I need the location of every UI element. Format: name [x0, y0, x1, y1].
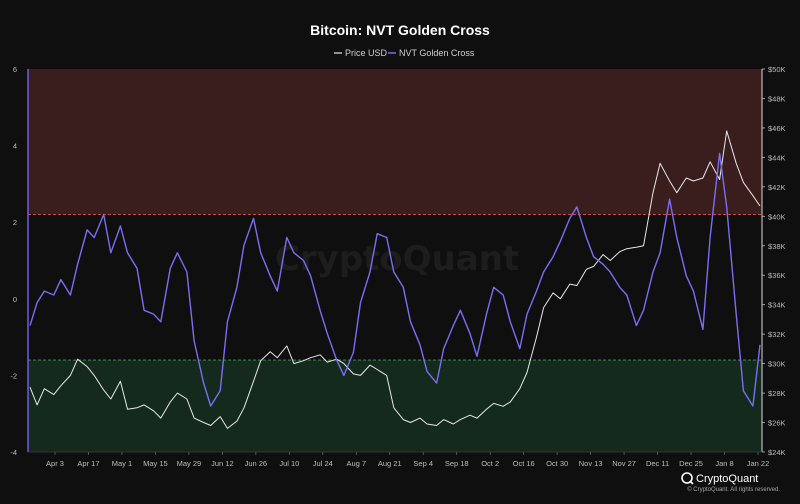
y-right-tick: $26K: [768, 419, 786, 428]
x-tick: Jul 24: [313, 459, 333, 468]
y-right-tick: $36K: [768, 271, 786, 280]
threshold-bands: [28, 69, 762, 452]
axes: 6 4 2 0 -2 -4 $50K $48K $46K $44K $42K $40K $38K $36K…: [10, 65, 785, 468]
x-tick: Dec 11: [646, 459, 669, 468]
x-tick: Oct 16: [513, 459, 535, 468]
y-left-tick: -2: [10, 371, 17, 380]
x-tick: Oct 2: [481, 459, 499, 468]
y-right-tick: $30K: [768, 360, 786, 369]
x-tick: Aug 21: [378, 459, 402, 468]
copyright-text: © CryptoQuant. All rights reserved.: [687, 486, 780, 493]
nvt-golden-cross-line: [29, 152, 761, 407]
y-right-tick: $24K: [768, 448, 786, 457]
series-lines: [29, 130, 761, 429]
price-usd-line: [29, 130, 761, 429]
band-oversold: [28, 360, 762, 452]
y-right-tick: $46K: [768, 124, 786, 133]
x-tick: Apr 17: [77, 459, 99, 468]
x-tick: Nov 13: [579, 459, 603, 468]
brand-name: CryptoQuant: [696, 473, 758, 485]
y-left-tick: -4: [10, 448, 17, 457]
watermark: CryptoQuant: [275, 239, 519, 279]
x-tick: Aug 7: [346, 459, 366, 468]
y-right-tick: $40K: [768, 212, 786, 221]
y-right-tick: $38K: [768, 242, 786, 251]
x-tick: May 1: [112, 459, 132, 468]
y-left-tick: 4: [13, 142, 17, 151]
y-left-tick: 6: [13, 65, 17, 74]
x-tick: Jun 26: [245, 459, 268, 468]
cryptoquant-logo-icon: [681, 472, 693, 484]
y-right-tick: $50K: [768, 65, 786, 74]
legend-nvt-label[interactable]: NVT Golden Cross: [399, 48, 475, 58]
y-right-tick: $44K: [768, 153, 786, 162]
x-tick: Apr 3: [46, 459, 64, 468]
brand-logo: CryptoQuant © CryptoQuant. All rights re…: [681, 472, 780, 493]
y-left-tick: 0: [13, 295, 17, 304]
y-right-tick: $48K: [768, 94, 786, 103]
y-right-tick: $42K: [768, 183, 786, 192]
x-tick: Jan 8: [715, 459, 733, 468]
x-tick: Jan 22: [747, 459, 770, 468]
band-overbought: [28, 69, 762, 215]
y-right-tick: $34K: [768, 301, 786, 310]
x-tick: May 15: [143, 459, 168, 468]
x-tick: Sep 4: [413, 459, 433, 468]
chart-title: Bitcoin: NVT Golden Cross: [310, 22, 490, 38]
legend: Price USD NVT Golden Cross: [334, 48, 475, 58]
y-right-tick: $32K: [768, 330, 786, 339]
x-tick: Nov 27: [612, 459, 636, 468]
cryptoquant-logo-tail: [689, 480, 694, 485]
x-tick: Dec 25: [679, 459, 703, 468]
x-tick: Jun 12: [211, 459, 234, 468]
x-tick: Oct 30: [546, 459, 568, 468]
x-tick: Sep 18: [445, 459, 469, 468]
y-right-tick: $28K: [768, 389, 786, 398]
x-tick: May 29: [177, 459, 202, 468]
y-left-tick: 2: [13, 218, 17, 227]
legend-price-label[interactable]: Price USD: [345, 48, 388, 58]
x-tick: Jul 10: [279, 459, 299, 468]
